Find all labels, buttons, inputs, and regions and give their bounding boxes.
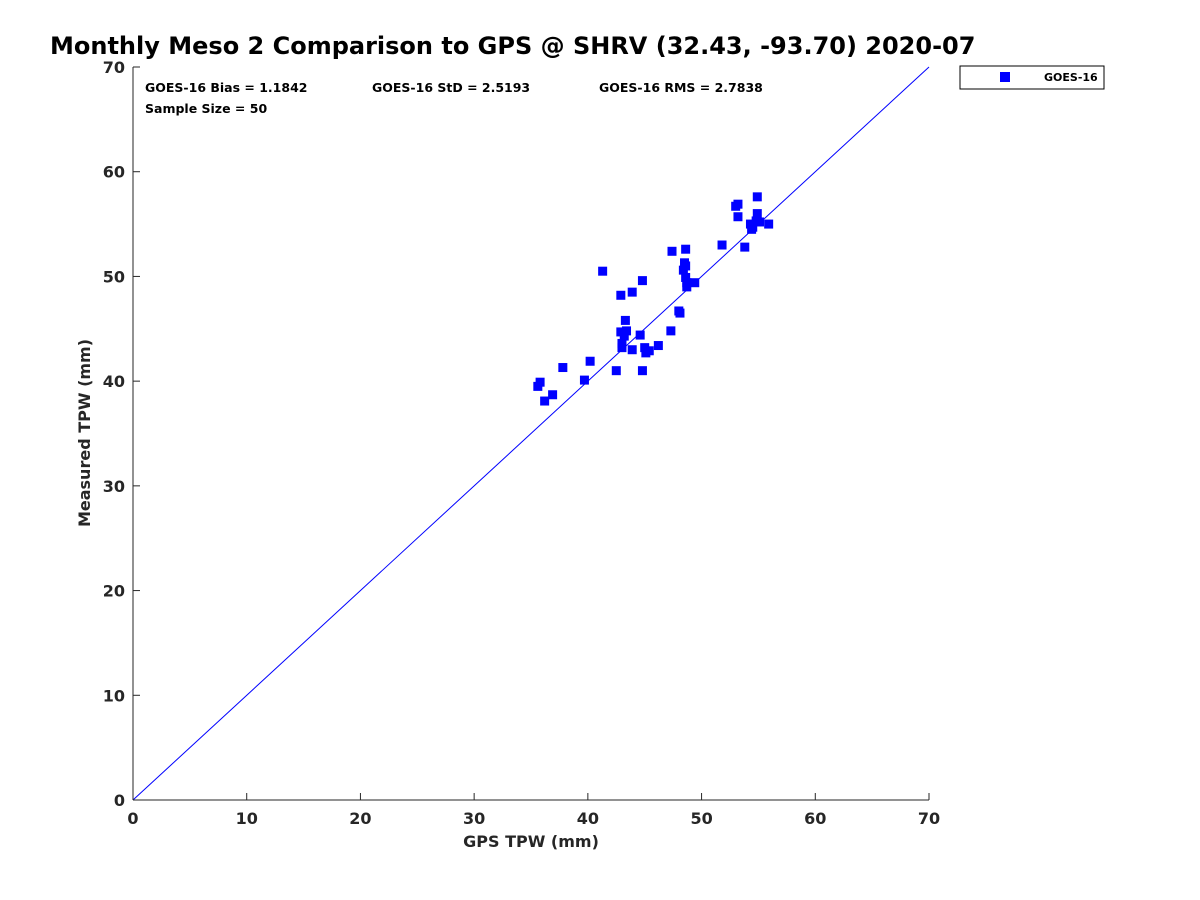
x-tick-label-40: 40: [577, 809, 599, 828]
data-point-50: [764, 219, 774, 229]
y-tick-label-40: 40: [103, 372, 125, 391]
data-point-34: [681, 272, 691, 282]
y-tick-label-70: 70: [103, 58, 125, 77]
data-point-18: [627, 287, 637, 297]
data-point-25: [653, 341, 663, 351]
data-point-17: [627, 345, 637, 355]
data-point-42: [740, 242, 750, 252]
data-point-14: [619, 331, 629, 341]
chart-title: Monthly Meso 2 Comparison to GPS @ SHRV …: [50, 32, 975, 60]
data-point-45: [748, 222, 758, 232]
sample-size-annotation: Sample Size = 50: [145, 101, 267, 116]
data-point-32: [681, 244, 691, 254]
data-point-10: [616, 290, 626, 300]
data-point-3: [540, 396, 550, 406]
data-point-29: [675, 308, 685, 318]
one-to-one-reference-line: [132, 66, 930, 801]
bias-annotation: GOES-16 Bias = 1.1842: [145, 80, 307, 95]
x-tick-label-70: 70: [918, 809, 940, 828]
data-point-41: [733, 212, 743, 222]
legend: GOES-16: [959, 65, 1105, 90]
data-point-22: [640, 343, 650, 353]
data-point-19: [635, 330, 645, 340]
data-point-7: [585, 356, 595, 366]
y-tick-label-30: 30: [103, 477, 125, 496]
x-tick-label-10: 10: [236, 809, 258, 828]
data-point-15: [620, 315, 630, 325]
data-point-16: [622, 326, 632, 336]
axes: 0 10 20 30 40 50 60 70 0 10 20 30 40 50 60 70: [103, 58, 940, 828]
data-point-38: [717, 240, 727, 250]
data-point-26: [666, 326, 676, 336]
data-point-24: [644, 346, 654, 356]
y-tick-label-0: 0: [114, 791, 125, 810]
data-point-8: [598, 266, 608, 276]
data-point-13: [617, 343, 627, 353]
data-points: [533, 192, 774, 406]
x-tick-label-20: 20: [349, 809, 371, 828]
data-point-37: [690, 278, 700, 288]
data-point-49: [755, 217, 765, 227]
data-point-27: [667, 246, 677, 256]
y-tick-label-20: 20: [103, 582, 125, 601]
data-point-5: [558, 363, 568, 373]
data-point-33: [681, 261, 691, 271]
x-tick-label-30: 30: [463, 809, 485, 828]
data-point-9: [611, 366, 621, 376]
data-point-36: [682, 278, 692, 288]
data-point-21: [637, 366, 647, 376]
x-axis-label: GPS TPW (mm): [463, 832, 599, 851]
y-tick-label-60: 60: [103, 163, 125, 182]
legend-marker-goes16: [1000, 72, 1010, 82]
data-point-20: [637, 276, 647, 286]
data-point-47: [752, 209, 762, 219]
y-axis-label: Measured TPW (mm): [75, 339, 94, 527]
x-tick-label-50: 50: [690, 809, 712, 828]
data-point-48: [752, 192, 762, 202]
data-point-2: [535, 377, 545, 387]
data-point-40: [733, 199, 743, 209]
legend-box: [959, 65, 1105, 90]
std-annotation: GOES-16 StD = 2.5193: [372, 80, 530, 95]
legend-label-goes16: GOES-16: [1044, 71, 1098, 84]
data-point-6: [579, 375, 589, 385]
data-point-4: [548, 390, 558, 400]
rms-annotation: GOES-16 RMS = 2.7838: [599, 80, 763, 95]
x-tick-label-60: 60: [804, 809, 826, 828]
x-tick-label-0: 0: [127, 809, 138, 828]
y-tick-label-10: 10: [103, 686, 125, 705]
y-tick-label-50: 50: [103, 267, 125, 286]
